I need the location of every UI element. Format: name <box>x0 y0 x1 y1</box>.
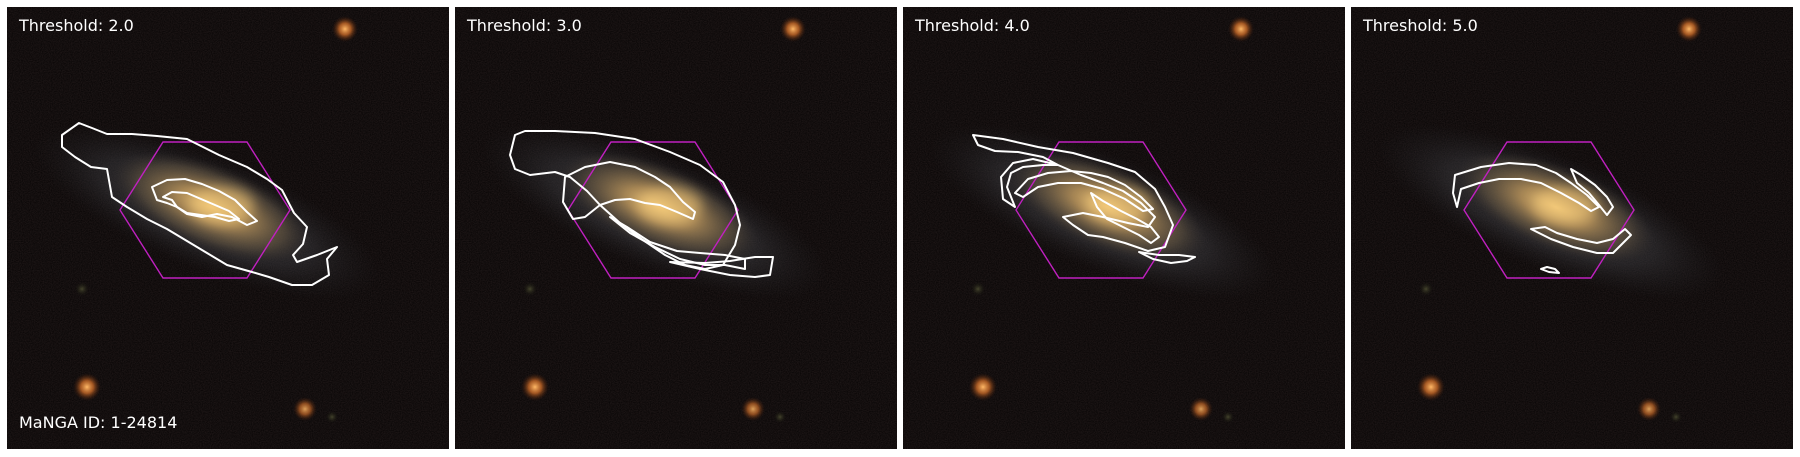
panel-threshold-3: Threshold: 3.0 <box>455 7 897 449</box>
panel-label: Threshold: 2.0 <box>19 16 134 35</box>
panel-label: Threshold: 4.0 <box>915 16 1030 35</box>
threshold-figure: Threshold: 2.0 MaNGA ID: 1-24814 Thresho… <box>7 7 1793 449</box>
galaxy-image-4 <box>1351 7 1793 449</box>
panel-threshold-2: Threshold: 2.0 MaNGA ID: 1-24814 <box>7 7 449 449</box>
manga-id-label: MaNGA ID: 1-24814 <box>19 413 178 432</box>
galaxy-image-2 <box>455 7 897 449</box>
panel-threshold-5: Threshold: 5.0 <box>1351 7 1793 449</box>
contour-threshold-3 <box>509 130 774 278</box>
galaxy-image-1 <box>7 7 449 449</box>
contour-threshold-5 <box>1452 162 1632 274</box>
panel-label: Threshold: 3.0 <box>467 16 582 35</box>
panel-threshold-4: Threshold: 4.0 <box>903 7 1345 449</box>
contour-threshold-4 <box>972 134 1196 264</box>
galaxy-image-3 <box>903 7 1345 449</box>
panel-label: Threshold: 5.0 <box>1363 16 1478 35</box>
contour-threshold-2 <box>61 122 338 286</box>
